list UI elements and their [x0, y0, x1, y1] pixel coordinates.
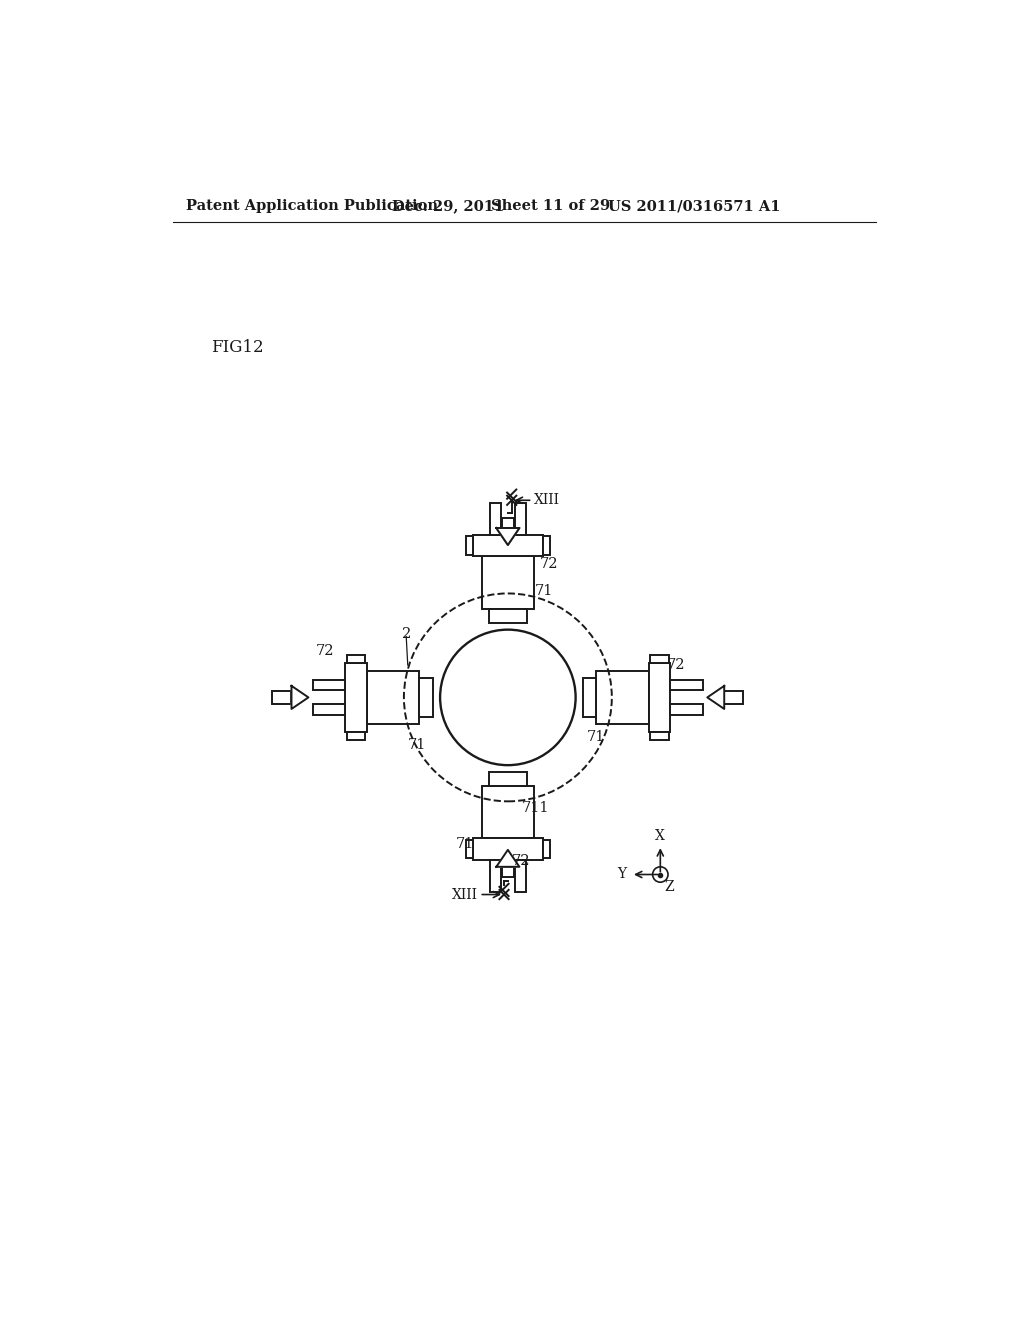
Circle shape — [652, 867, 668, 882]
Circle shape — [403, 594, 611, 801]
Bar — [596, 671, 649, 723]
Bar — [488, 772, 527, 785]
Bar — [515, 503, 525, 535]
Text: 72: 72 — [541, 557, 559, 572]
Bar — [649, 663, 671, 733]
Bar — [367, 671, 419, 723]
Bar — [671, 680, 702, 690]
Bar — [502, 867, 514, 876]
Text: FIG12: FIG12 — [211, 339, 264, 356]
Text: 71: 71 — [587, 730, 605, 744]
Bar — [671, 705, 702, 715]
Bar — [313, 680, 345, 690]
Polygon shape — [708, 686, 724, 709]
Text: US 2011/0316571 A1: US 2011/0316571 A1 — [608, 199, 780, 213]
Text: XIII: XIII — [452, 887, 478, 902]
Polygon shape — [497, 528, 519, 545]
Text: Y: Y — [617, 867, 627, 882]
Text: 711: 711 — [521, 800, 549, 814]
Text: X: X — [655, 829, 666, 843]
Bar — [488, 609, 527, 623]
Text: Sheet 11 of 29: Sheet 11 of 29 — [490, 199, 610, 213]
Text: 71: 71 — [456, 837, 474, 850]
Bar — [543, 840, 550, 858]
Bar — [724, 692, 743, 704]
Circle shape — [440, 630, 575, 766]
Bar — [490, 859, 501, 892]
Text: 72: 72 — [668, 659, 686, 672]
Text: 72: 72 — [315, 644, 334, 659]
Bar — [583, 678, 596, 717]
Bar — [515, 859, 525, 892]
Text: 2: 2 — [401, 627, 411, 642]
Bar — [650, 733, 669, 739]
Bar — [272, 692, 292, 704]
Bar — [419, 678, 433, 717]
Bar — [345, 663, 367, 733]
Text: Z: Z — [665, 880, 675, 894]
Bar — [313, 705, 345, 715]
Bar — [481, 785, 535, 838]
Bar — [543, 536, 550, 554]
Text: Patent Application Publication: Patent Application Publication — [186, 199, 438, 213]
Bar — [481, 557, 535, 609]
Bar — [650, 655, 669, 663]
Bar — [466, 536, 473, 554]
Bar — [502, 517, 514, 528]
Bar — [347, 733, 366, 739]
Bar — [490, 503, 501, 535]
Polygon shape — [292, 686, 308, 709]
Text: 71: 71 — [408, 738, 426, 752]
Polygon shape — [497, 850, 519, 867]
Bar — [473, 838, 543, 859]
Text: 71: 71 — [535, 585, 553, 598]
Text: XIII: XIII — [535, 494, 560, 507]
Text: Dec. 29, 2011: Dec. 29, 2011 — [392, 199, 505, 213]
Bar — [347, 655, 366, 663]
Bar — [466, 840, 473, 858]
Text: 72: 72 — [512, 854, 530, 869]
Bar — [473, 535, 543, 557]
